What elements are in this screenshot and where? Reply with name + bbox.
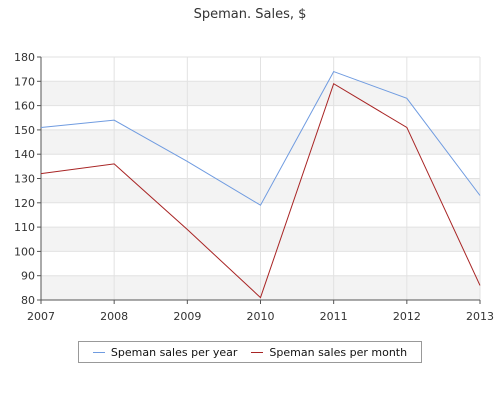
legend-label-month: Speman sales per month bbox=[269, 345, 408, 359]
x-axis-ticks: 2007 2008 2009 2010 2011 2012 2013 bbox=[27, 300, 494, 323]
x-tick-label: 2013 bbox=[466, 310, 494, 323]
series-lines bbox=[40, 70, 481, 299]
y-tick-label: 170 bbox=[14, 75, 35, 88]
legend-swatch-year bbox=[92, 351, 105, 353]
chart-title: Speman. Sales, $ bbox=[193, 7, 307, 22]
series-line-1 bbox=[40, 82, 481, 299]
y-axis-ticks: 80 90 100 110 120 130 140 150 160 170 180 bbox=[14, 51, 41, 307]
legend-entry-month[interactable]: Speman sales per month bbox=[251, 346, 407, 359]
x-tick-label: 2007 bbox=[27, 310, 55, 323]
legend-swatch-month bbox=[251, 351, 264, 353]
y-tick-label: 140 bbox=[14, 148, 35, 161]
x-tick-label: 2009 bbox=[173, 310, 201, 323]
x-tick-label: 2008 bbox=[100, 310, 128, 323]
y-tick-label: 120 bbox=[14, 197, 35, 210]
y-tick-label: 110 bbox=[14, 221, 35, 234]
x-tick-label: 2011 bbox=[320, 310, 348, 323]
y-tick-label: 180 bbox=[14, 51, 35, 64]
y-tick-label: 150 bbox=[14, 124, 35, 137]
y-tick-label: 100 bbox=[14, 245, 35, 258]
y-tick-label: 160 bbox=[14, 100, 35, 113]
legend-label-year: Speman sales per year bbox=[110, 345, 238, 359]
y-tick-label: 90 bbox=[21, 270, 35, 283]
legend: Speman sales per year Speman sales per m… bbox=[78, 341, 422, 363]
series-line-0 bbox=[40, 70, 481, 206]
y-tick-label: 130 bbox=[14, 173, 35, 186]
x-tick-label: 2012 bbox=[393, 310, 421, 323]
x-tick-label: 2010 bbox=[247, 310, 275, 323]
y-tick-label: 80 bbox=[21, 294, 35, 307]
legend-entry-year[interactable]: Speman sales per year bbox=[92, 345, 238, 359]
